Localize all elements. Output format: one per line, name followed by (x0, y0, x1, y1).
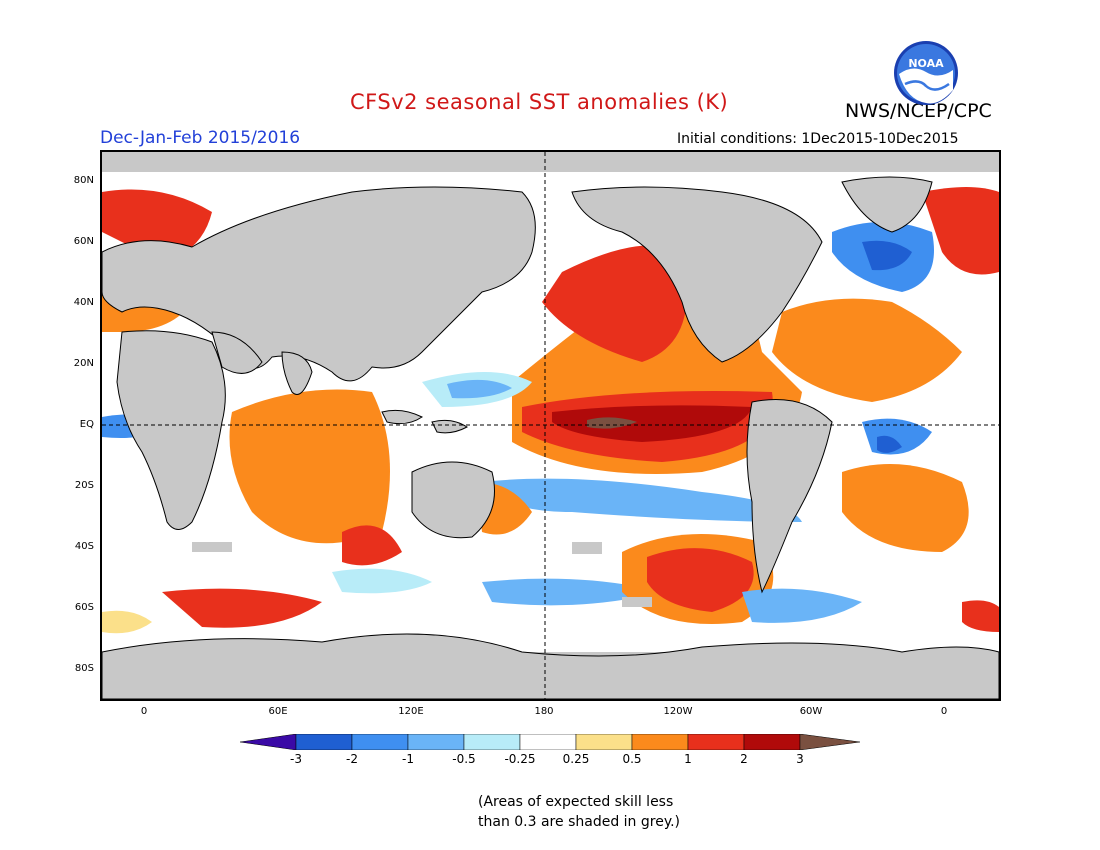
eurasia-landmass (102, 186, 536, 382)
north-america-landmass (571, 186, 823, 363)
africa-landmass (116, 330, 226, 530)
lat-label: EQ (79, 419, 94, 430)
skill-note: (Areas of expected skill less than 0.3 a… (478, 792, 680, 832)
lat-label: 80S (74, 663, 94, 674)
colorbar-tick: -0.25 (504, 752, 536, 766)
colorbar-swatch (519, 734, 577, 750)
colorbar-swatch (407, 734, 465, 750)
colorbar-swatch (463, 734, 521, 750)
colorbar-swatch (575, 734, 633, 750)
agency-label: NWS/NCEP/CPC (845, 100, 992, 122)
colorbar-swatch (351, 734, 409, 750)
lon-label: 60E (268, 706, 288, 717)
north-pacific-warm (542, 245, 687, 362)
colorbar-tick: -2 (346, 752, 358, 766)
lon-label: 180 (534, 706, 554, 717)
color-bar (240, 734, 860, 750)
initial-conditions-label: Initial conditions: 1Dec2015-10Dec2015 (677, 131, 959, 147)
colorbar-arrow-high (799, 734, 860, 750)
antarctica-landmass (102, 633, 999, 699)
colorbar-tick: 0.5 (622, 752, 642, 766)
colorbar-swatch (743, 734, 801, 750)
lat-label: 20S (74, 480, 94, 491)
southern-ocean-warm (162, 588, 322, 628)
lon-label: 0 (140, 706, 148, 717)
lat-label: 80N (73, 175, 94, 186)
lon-label: 0 (940, 706, 948, 717)
colorbar-swatch (631, 734, 689, 750)
colorbar-tick: -0.5 (452, 752, 476, 766)
colorbar-swatch (295, 734, 353, 750)
colorbar-tick: -1 (402, 752, 414, 766)
lat-label: 40S (74, 541, 94, 552)
south-atlantic-warm (842, 464, 969, 552)
map-title: CFSv2 seasonal SST anomalies (K) (350, 90, 729, 114)
north-atlantic-warm (772, 298, 962, 402)
lon-label: 120E (398, 706, 424, 717)
skill-note-line: than 0.3 are shaded in grey.) (478, 814, 681, 830)
colorbar-tick: 2 (740, 752, 748, 766)
colorbar-tick: 3 (796, 752, 804, 766)
noaa-logo: NOAA (894, 41, 958, 105)
lat-label: 60N (73, 236, 94, 247)
colorbar-tick: -3 (290, 752, 302, 766)
enso-peak-area (587, 417, 637, 429)
skill-note-line: (Areas of expected skill less (478, 794, 674, 810)
lon-label: 60W (799, 706, 823, 717)
colorbar-tick: 0.25 (562, 752, 590, 766)
enso-strong-band (552, 405, 752, 442)
lat-label: 20N (73, 358, 94, 369)
indian-ocean-warm (229, 389, 390, 544)
colorbar-swatch (687, 734, 745, 750)
map-canvas (102, 152, 999, 699)
lon-label: 120W (663, 706, 693, 717)
lat-label: 40N (73, 297, 94, 308)
south-america-landmass (746, 399, 833, 594)
lat-label: 60S (74, 602, 94, 613)
australia-landmass (411, 461, 495, 539)
greenland-landmass (841, 176, 933, 233)
south-pacific-cool (482, 478, 802, 522)
season-label: Dec-Jan-Feb 2015/2016 (100, 128, 301, 148)
colorbar-tick: 1 (684, 752, 692, 766)
colorbar-arrow-low (240, 734, 297, 750)
sst-anomaly-map (100, 150, 1001, 701)
logo-text: NOAA (908, 57, 944, 70)
